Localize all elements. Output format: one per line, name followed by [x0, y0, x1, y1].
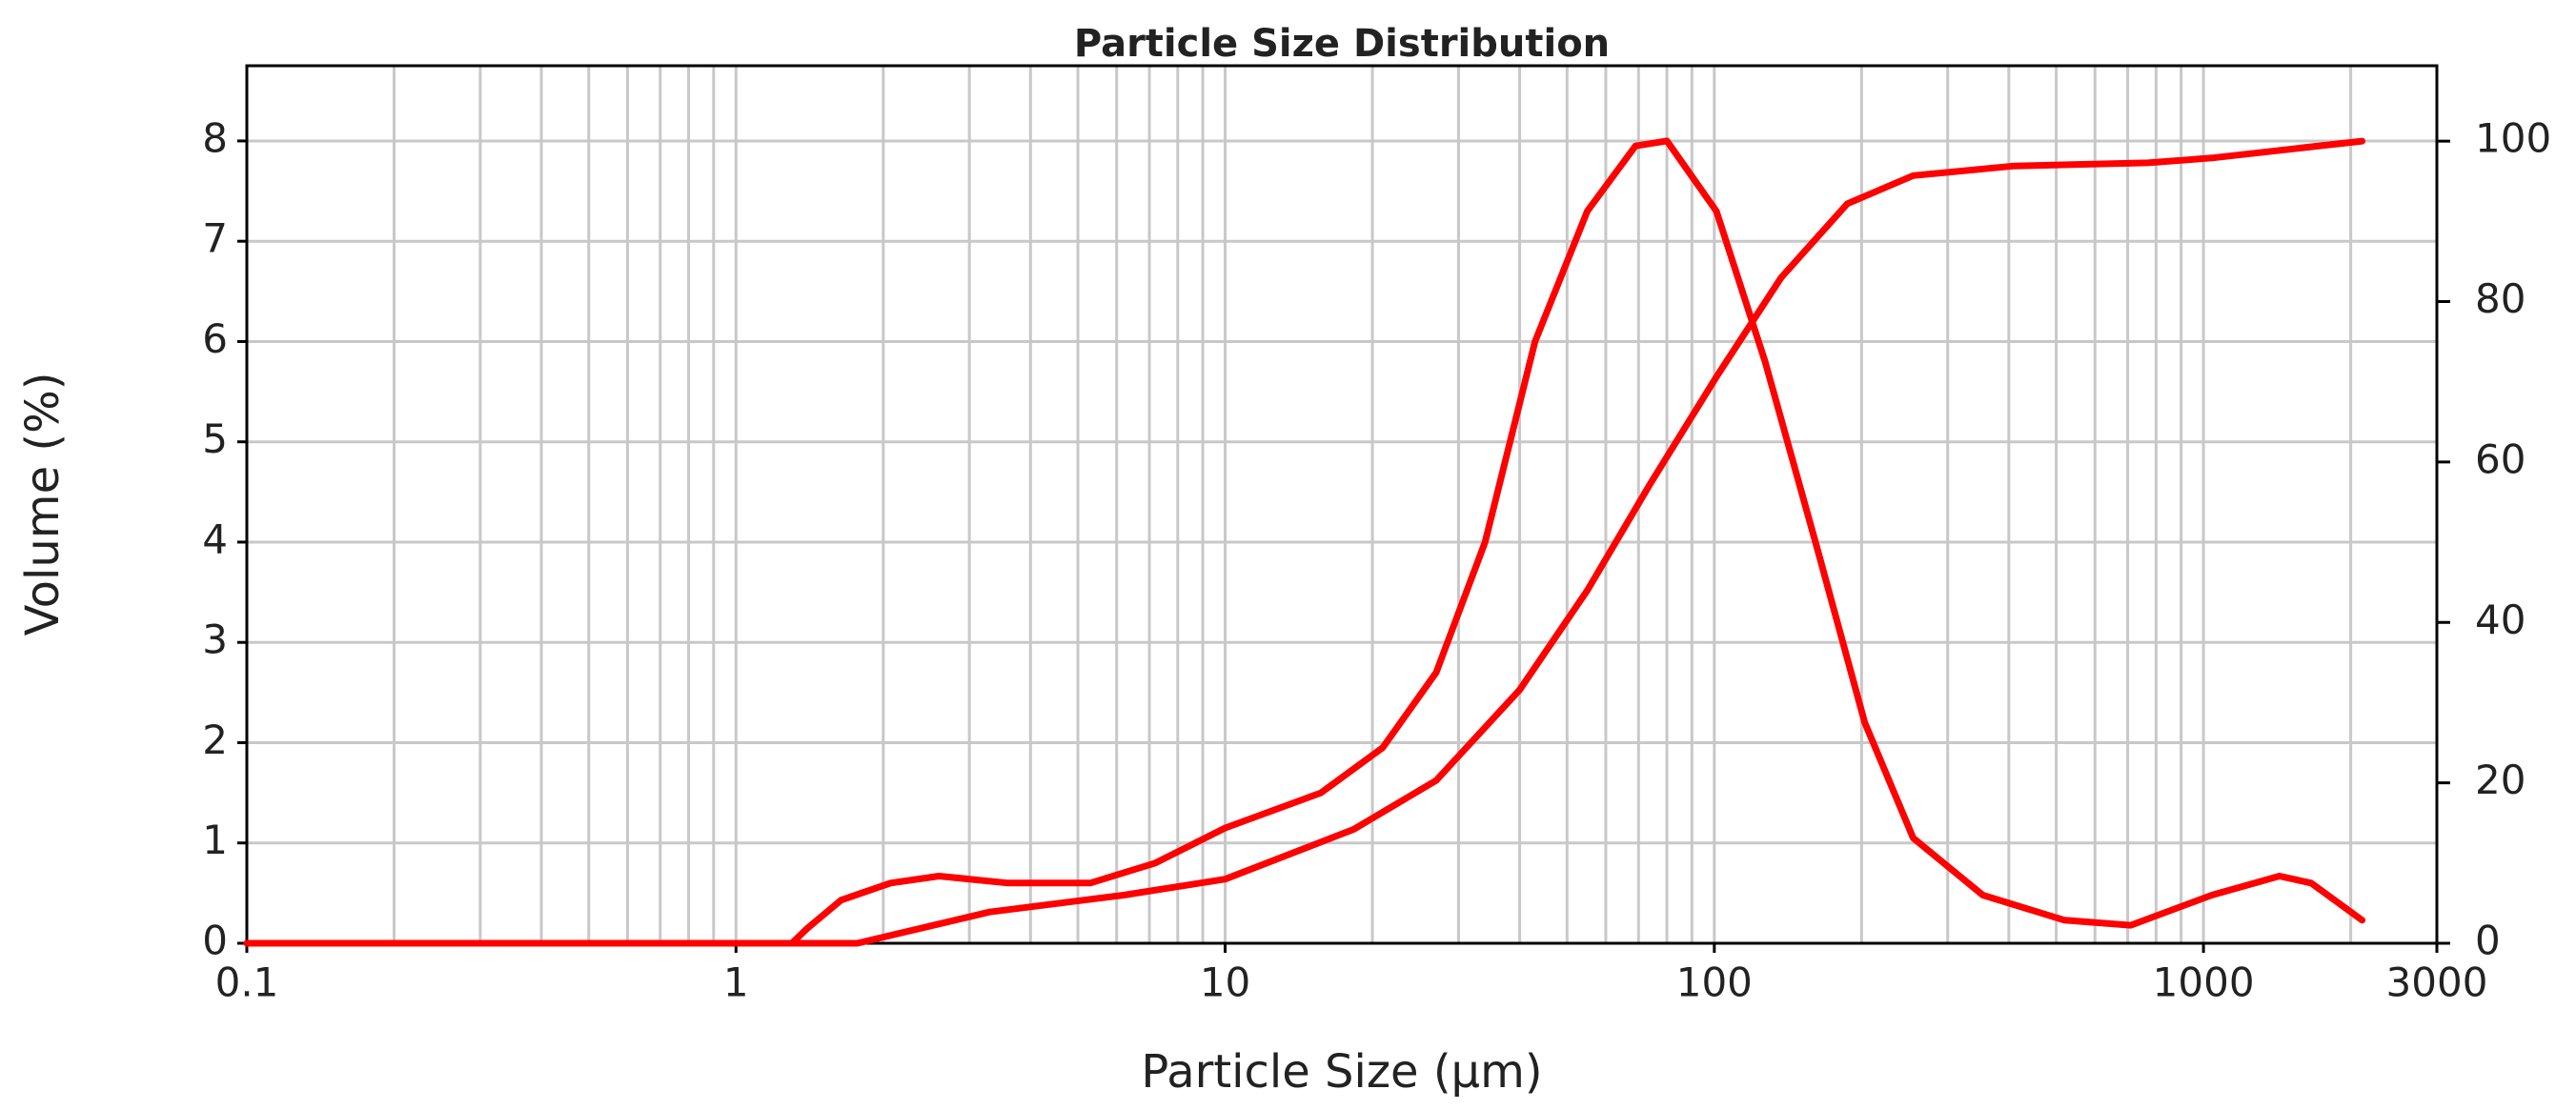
y2-tick-label: 100	[2475, 115, 2551, 162]
data-line	[243, 137, 2366, 947]
y2-tick-label: 60	[2475, 435, 2525, 482]
y-tick-label: 1	[202, 817, 228, 863]
x-tick-label: 0.1	[215, 959, 279, 1006]
x-axis-title: Particle Size (μm)	[1141, 1045, 1542, 1099]
x-tick-label: 3000	[2386, 959, 2488, 1006]
y-tick-label: 6	[202, 315, 228, 362]
y2-tick-label: 0	[2475, 918, 2501, 964]
y-tick-label: 0	[202, 918, 228, 964]
y-tick-label: 4	[202, 515, 228, 562]
y2-tick-label: 80	[2475, 275, 2525, 322]
y-tick-label: 7	[202, 215, 228, 262]
y-tick-label: 2	[202, 716, 228, 763]
x-tick-label: 100	[1676, 959, 1753, 1006]
chart-title: Particle Size Distribution	[1074, 22, 1610, 66]
plot-frame	[245, 64, 2439, 945]
y-tick-label: 3	[202, 616, 228, 663]
y-tick-label: 8	[202, 114, 228, 161]
y-tick-label: 5	[202, 415, 228, 462]
x-tick-label: 1000	[2153, 959, 2255, 1006]
data-line	[243, 137, 2366, 947]
y-axis-title: Volume (%)	[16, 373, 70, 636]
x-tick-label: 10	[1200, 959, 1250, 1006]
y2-tick-label: 40	[2475, 596, 2525, 643]
y2-tick-label: 20	[2475, 757, 2525, 803]
x-tick-label: 1	[723, 959, 749, 1006]
